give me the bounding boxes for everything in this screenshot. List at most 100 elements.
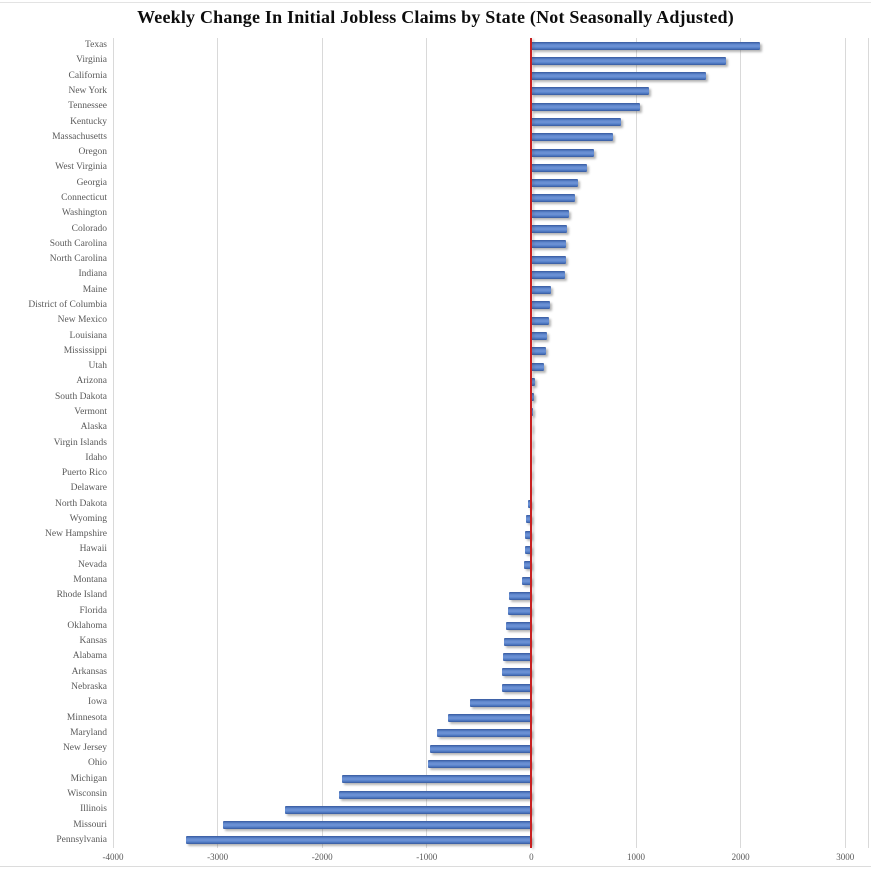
- bar-massachusetts: [531, 133, 613, 142]
- y-label-texas: Texas: [84, 40, 107, 51]
- x-tick-label-2000: 2000: [731, 852, 750, 862]
- y-label-wyoming: Wyoming: [69, 513, 107, 524]
- bar-west-virginia: [531, 163, 587, 172]
- x-tick-label-1000: 1000: [627, 852, 645, 862]
- y-label-california: California: [68, 70, 107, 81]
- bar-hawaii: [524, 545, 532, 554]
- bar-virginia: [531, 56, 726, 65]
- y-label-west-virginia: West Virginia: [55, 162, 107, 173]
- bar-louisiana: [531, 332, 548, 341]
- y-label-nevada: Nevada: [77, 559, 107, 570]
- bar-arizona: [531, 377, 536, 386]
- y-label-florida: Florida: [79, 605, 107, 616]
- y-label-minnesota: Minnesota: [66, 712, 107, 723]
- y-label-south-carolina: South Carolina: [49, 238, 107, 249]
- x-tick-label-0: 0: [529, 852, 534, 862]
- y-label-new-jersey: New Jersey: [62, 743, 107, 754]
- y-label-oregon: Oregon: [78, 147, 108, 158]
- y-label-maryland: Maryland: [70, 727, 107, 738]
- gridline--3000: [217, 38, 219, 848]
- bar-connecticut: [531, 194, 576, 203]
- bar-new-york: [531, 87, 649, 96]
- y-label-virginia: Virginia: [76, 55, 107, 66]
- bar-new-jersey: [429, 744, 532, 753]
- bar-washington: [531, 209, 570, 218]
- y-label-idaho: Idaho: [85, 452, 107, 463]
- x-tick-label--2000: -2000: [311, 852, 333, 862]
- bar-mississippi: [531, 347, 547, 356]
- y-label-puerto-rico: Puerto Rico: [61, 468, 107, 479]
- bar-rhode-island: [508, 591, 532, 600]
- bar-kansas: [503, 637, 532, 646]
- bar-district-of-columbia: [531, 301, 551, 310]
- bar-florida: [508, 607, 532, 616]
- y-label-louisiana: Louisiana: [69, 330, 107, 341]
- y-label-tennessee: Tennessee: [68, 101, 107, 112]
- y-label-south-dakota: South Dakota: [55, 391, 107, 402]
- bar-south-carolina: [531, 240, 567, 249]
- bar-minnesota: [447, 714, 532, 723]
- bottom-divider: [0, 866, 871, 867]
- y-label-rhode-island: Rhode Island: [56, 590, 107, 601]
- gridline--4000: [112, 38, 114, 848]
- y-label-michigan: Michigan: [70, 773, 107, 784]
- bar-illinois: [284, 805, 532, 814]
- y-label-oklahoma: Oklahoma: [67, 620, 107, 631]
- plot-area: [112, 38, 869, 848]
- gridline-3000: [844, 38, 846, 848]
- y-label-vermont: Vermont: [74, 406, 107, 417]
- x-tick-label--3000: -3000: [207, 852, 229, 862]
- y-label-nebraska: Nebraska: [71, 682, 107, 693]
- y-label-new-hampshire: New Hampshire: [45, 529, 107, 540]
- zero-baseline: [530, 38, 533, 848]
- bar-wisconsin: [338, 790, 532, 799]
- bar-arkansas: [502, 668, 532, 677]
- bar-iowa: [469, 698, 532, 707]
- bar-ohio: [428, 759, 532, 768]
- x-tick-label--1000: -1000: [416, 852, 438, 862]
- y-label-kentucky: Kentucky: [70, 116, 107, 127]
- y-label-kansas: Kansas: [79, 636, 107, 647]
- bar-maine: [531, 286, 551, 295]
- bar-tennessee: [531, 102, 641, 111]
- y-label-mississippi: Mississippi: [63, 345, 107, 356]
- y-label-indiana: Indiana: [78, 269, 108, 280]
- bar-montana: [521, 576, 532, 585]
- bar-nevada: [524, 561, 532, 570]
- x-tick-label-3000: 3000: [836, 852, 855, 862]
- y-label-maine: Maine: [82, 284, 107, 295]
- bar-indiana: [531, 270, 566, 279]
- gridline--1000: [426, 38, 428, 848]
- y-label-connecticut: Connecticut: [61, 192, 107, 203]
- y-label-utah: Utah: [88, 361, 107, 372]
- bar-colorado: [531, 225, 567, 234]
- y-label-wisconsin: Wisconsin: [67, 789, 107, 799]
- gridline--2000: [321, 38, 323, 848]
- y-label-north-carolina: North Carolina: [49, 254, 107, 265]
- bar-michigan: [342, 775, 532, 784]
- bar-new-mexico: [531, 316, 550, 325]
- y-label-colorado: Colorado: [71, 223, 107, 234]
- y-label-ohio: Ohio: [88, 758, 107, 769]
- bar-california: [531, 72, 707, 81]
- bar-utah: [531, 362, 545, 371]
- chart-title: Weekly Change In Initial Jobless Claims …: [137, 7, 734, 27]
- y-label-new-york: New York: [68, 85, 107, 96]
- y-label-new-mexico: New Mexico: [57, 315, 107, 326]
- bar-maryland: [437, 729, 532, 738]
- bar-kentucky: [531, 118, 622, 127]
- y-label-illinois: Illinois: [80, 804, 107, 815]
- bar-alabama: [502, 652, 532, 661]
- y-label-arkansas: Arkansas: [71, 666, 107, 677]
- y-label-district-of-columbia: District of Columbia: [28, 299, 107, 310]
- y-label-missouri: Missouri: [73, 819, 107, 830]
- bar-north-dakota: [527, 500, 532, 509]
- y-label-montana: Montana: [73, 575, 107, 586]
- bar-georgia: [531, 179, 579, 188]
- bar-missouri: [222, 821, 532, 830]
- y-label-massachusetts: Massachusetts: [52, 131, 107, 142]
- y-label-delaware: Delaware: [70, 483, 107, 494]
- bar-new-hampshire: [525, 530, 532, 539]
- bar-texas: [531, 41, 761, 50]
- bar-pennsylvania: [186, 836, 532, 845]
